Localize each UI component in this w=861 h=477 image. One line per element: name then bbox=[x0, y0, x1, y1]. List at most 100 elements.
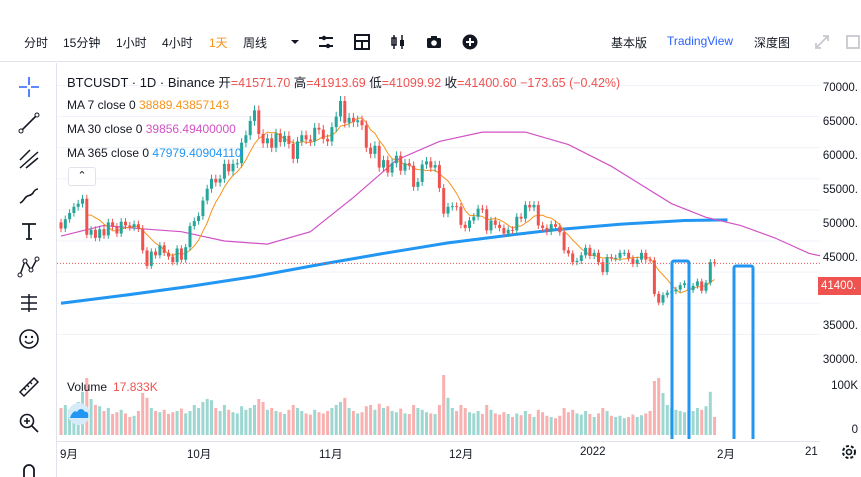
interval-15m[interactable]: 15分钟 bbox=[63, 36, 101, 50]
camera-icon[interactable] bbox=[424, 32, 444, 52]
volume-bar bbox=[175, 411, 179, 435]
candle-body bbox=[210, 178, 213, 189]
settings-gear-icon[interactable] bbox=[840, 443, 858, 461]
volume-bar bbox=[532, 417, 536, 435]
volume-bar bbox=[558, 415, 562, 435]
emoji-icon[interactable] bbox=[17, 327, 41, 351]
candle-body bbox=[678, 285, 682, 290]
candle-body bbox=[592, 252, 596, 256]
candle-body bbox=[480, 208, 484, 210]
interval-1h[interactable]: 1小时 bbox=[116, 36, 147, 50]
volume-bar bbox=[119, 409, 123, 435]
zoom-in-icon[interactable] bbox=[17, 411, 41, 435]
volume-bar bbox=[210, 400, 213, 435]
view-tradingview-button[interactable]: TradingView bbox=[667, 34, 734, 48]
candle-body bbox=[300, 135, 304, 142]
text-tool-icon[interactable] bbox=[17, 219, 41, 243]
candle-body bbox=[601, 262, 605, 273]
volume-bar bbox=[618, 415, 622, 435]
candle-body bbox=[502, 227, 506, 234]
volume-bar bbox=[274, 411, 278, 435]
candle-body bbox=[248, 120, 252, 136]
ma7-value: 38889.43857143 bbox=[139, 98, 230, 112]
volume-bar bbox=[278, 412, 282, 435]
candle-body bbox=[197, 216, 201, 222]
layout-icon[interactable] bbox=[843, 32, 861, 52]
volume-bar bbox=[601, 408, 605, 435]
candle-body bbox=[472, 216, 476, 221]
pitchfork-icon[interactable] bbox=[17, 147, 41, 171]
candle-body bbox=[425, 161, 428, 165]
highlight-box bbox=[670, 259, 691, 439]
volume-bar bbox=[416, 408, 420, 435]
volume-bar bbox=[485, 405, 489, 435]
crosshair-icon[interactable] bbox=[17, 75, 41, 99]
volume-bar bbox=[480, 414, 484, 435]
ma30-legend[interactable]: MA 30 close 0 39856.49400000 bbox=[67, 122, 236, 136]
trend-line-icon[interactable] bbox=[17, 111, 41, 135]
pattern-icon[interactable] bbox=[17, 255, 41, 279]
last-price-tag: 41400. bbox=[818, 277, 861, 295]
ma365-value: 47979.40904110 bbox=[152, 146, 242, 160]
volume-bar bbox=[459, 405, 463, 435]
brush-icon[interactable] bbox=[17, 183, 41, 207]
volume-bar bbox=[597, 413, 600, 435]
collapse-legend-button[interactable]: ⌃ bbox=[68, 167, 96, 186]
volume-bar bbox=[412, 405, 416, 435]
volume-bar bbox=[575, 413, 579, 435]
candle-body bbox=[554, 224, 557, 227]
candle-body bbox=[171, 256, 175, 263]
volume-bar bbox=[326, 411, 330, 435]
low-value: =41099.92 bbox=[381, 76, 442, 90]
volume-bar bbox=[683, 412, 686, 435]
expand-icon[interactable] bbox=[812, 32, 832, 52]
ruler-icon[interactable] bbox=[17, 375, 41, 399]
volume-bar bbox=[377, 403, 381, 435]
candlestick-icon[interactable] bbox=[388, 32, 408, 52]
time-axis[interactable]: 9月 10月 11月 12月 2022 2月 21 bbox=[57, 441, 820, 463]
volume-bar bbox=[154, 411, 158, 435]
magnet-icon[interactable] bbox=[17, 458, 41, 477]
y-tick: 60000. bbox=[822, 150, 858, 162]
ma365-legend[interactable]: MA 365 close 0 47979.40904110 bbox=[67, 146, 242, 160]
grid-table-icon[interactable] bbox=[352, 32, 372, 52]
candle-body bbox=[278, 133, 282, 143]
volume-bar bbox=[468, 412, 471, 435]
interval-1d[interactable]: 1天 bbox=[209, 36, 228, 50]
volume-bar bbox=[364, 406, 368, 435]
volume-bar bbox=[661, 393, 665, 435]
candle-body bbox=[68, 213, 72, 220]
candle-body bbox=[498, 224, 502, 228]
volume-bar bbox=[394, 412, 398, 435]
candle-body bbox=[468, 220, 471, 228]
add-circle-icon[interactable] bbox=[460, 32, 480, 52]
candle-body bbox=[575, 260, 579, 263]
candle-body bbox=[597, 252, 600, 263]
candle-body bbox=[493, 220, 497, 225]
interval-4h[interactable]: 4小时 bbox=[162, 36, 193, 50]
view-basic-button[interactable]: 基本版 bbox=[611, 36, 648, 50]
candle-body bbox=[351, 117, 355, 123]
ma365-line bbox=[60, 218, 728, 305]
volume-bar bbox=[244, 409, 248, 435]
candlestick-chart-svg[interactable] bbox=[57, 63, 820, 439]
candle-body bbox=[291, 143, 295, 159]
volume-bar bbox=[446, 397, 450, 435]
volume-bar bbox=[399, 408, 403, 435]
volume-bar bbox=[519, 415, 523, 435]
prediction-icon[interactable] bbox=[17, 291, 41, 315]
interval-timeline[interactable]: 分时 bbox=[24, 36, 49, 50]
price-chart[interactable] bbox=[57, 63, 820, 439]
volume-bar bbox=[407, 414, 411, 435]
volume-bar bbox=[141, 393, 145, 435]
ma7-legend[interactable]: MA 7 close 0 38889.43857143 bbox=[67, 98, 229, 112]
chevron-down-icon[interactable] bbox=[285, 32, 305, 52]
candle-body bbox=[76, 203, 80, 207]
indicator-settings-icon[interactable] bbox=[316, 32, 336, 52]
interval-1w[interactable]: 周线 bbox=[243, 36, 268, 50]
candle-body bbox=[399, 155, 403, 171]
volume-bar bbox=[476, 411, 480, 435]
volume-bar bbox=[149, 408, 153, 435]
view-depth-button[interactable]: 深度图 bbox=[754, 36, 791, 50]
price-axis[interactable]: 70000. 65000. 60000. 55000. 50000. 45000… bbox=[820, 63, 861, 439]
